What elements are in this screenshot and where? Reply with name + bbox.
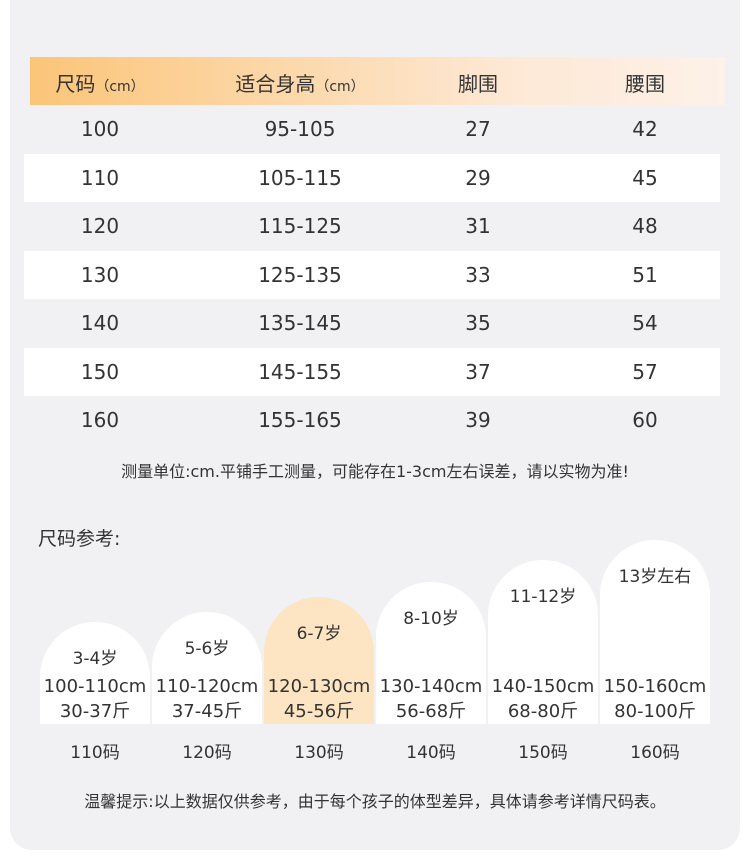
size-card (40, 622, 150, 724)
header-unit: （cm） (95, 79, 145, 95)
weight-range: 45-56斤 (283, 701, 355, 722)
header-band (30, 57, 725, 105)
cell: 35 (465, 311, 491, 335)
size-card (152, 612, 262, 724)
weight-range: 56-68斤 (395, 701, 467, 722)
footer-note: 温馨提示:以上数据仅供参考，由于每个孩子的体型差异，具体请参考详情尺码表。 (84, 792, 666, 811)
header-text: 脚围 (458, 72, 498, 96)
cell: 135-145 (258, 311, 342, 335)
size-card (600, 540, 710, 724)
age-label: 3-4岁 (72, 649, 118, 669)
note: 测量单位:cm.平铺手工测量，可能存在1-3cm左右误差，请以实物为准! (121, 462, 629, 481)
size-label: 120码 (182, 743, 232, 763)
cell: 155-165 (258, 408, 342, 432)
age-label: 6-7岁 (296, 624, 342, 644)
size-label: 130码 (294, 743, 344, 763)
cell: 130 (80, 262, 120, 287)
cell: 95-105 (264, 117, 336, 141)
cell: 125-135 (258, 262, 342, 287)
height-range: 110-120cm (155, 676, 259, 697)
row-band (24, 153, 720, 202)
cell: 150 (80, 359, 120, 384)
size-label: 160码 (630, 743, 680, 763)
reference-title: 尺码参考: (38, 528, 121, 550)
cell: 27 (465, 117, 491, 141)
cell: 105-115 (258, 165, 342, 190)
size-label: 110码 (70, 743, 120, 763)
size-card (488, 560, 598, 724)
cell: 57 (632, 359, 658, 384)
height-range: 140-150cm (491, 676, 595, 697)
height-range: 120-130cm (267, 676, 371, 697)
header-unit: （cm） (315, 79, 365, 95)
size-label: 140码 (406, 743, 456, 763)
height-range: 100-110cm (43, 676, 147, 697)
cell: 48 (632, 214, 658, 238)
age-label: 8-10岁 (403, 609, 459, 629)
cell: 115-125 (258, 214, 342, 238)
height-range: 130-140cm (379, 676, 483, 697)
row-band (24, 347, 720, 396)
weight-range: 68-80斤 (507, 701, 579, 722)
row-band (24, 250, 720, 299)
age-label: 5-6岁 (184, 639, 230, 659)
cell: 160 (80, 408, 120, 432)
cell: 29 (465, 165, 491, 190)
header-text: 腰围 (625, 72, 665, 96)
header-cell: 腰围 (625, 68, 665, 97)
weight-range: 80-100斤 (614, 701, 696, 722)
header-text: 适合身高 (235, 72, 316, 96)
cell: 42 (632, 117, 658, 141)
age-label: 13岁左右 (618, 567, 692, 587)
cell: 37 (465, 359, 491, 384)
header-cell: 尺码（cm） (55, 68, 144, 97)
weight-range: 30-37斤 (59, 701, 131, 722)
header-text: 尺码 (55, 72, 96, 96)
header-cell: 适合身高（cm） (235, 68, 364, 97)
cell: 33 (465, 262, 491, 287)
cell: 110 (80, 165, 120, 190)
cell: 39 (465, 408, 491, 432)
cell: 51 (632, 262, 658, 287)
size-card (264, 597, 374, 724)
cell: 54 (632, 311, 658, 335)
size-card (376, 582, 486, 724)
cell: 31 (465, 214, 491, 238)
header-cell: 脚围 (458, 68, 498, 97)
cell: 145-155 (258, 359, 342, 384)
size-label: 150码 (518, 743, 568, 763)
cell: 140 (80, 311, 120, 335)
cell: 45 (632, 165, 658, 190)
age-label: 11-12岁 (509, 587, 577, 607)
cell: 120 (80, 214, 120, 238)
weight-range: 37-45斤 (171, 701, 243, 722)
cell: 60 (632, 408, 658, 432)
height-range: 150-160cm (603, 676, 707, 697)
cell: 100 (80, 117, 120, 141)
